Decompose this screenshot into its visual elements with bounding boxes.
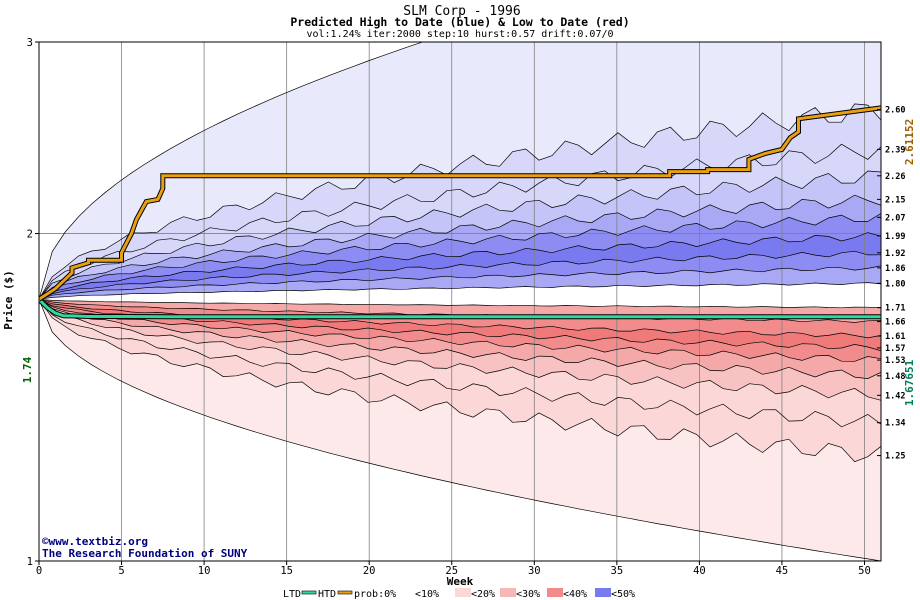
axes: 0 5 10 15 20 25 30 35 40 45 50 1 2 3: [27, 37, 882, 577]
legend-htd-label: HTD: [318, 589, 336, 600]
y-axis-label: Price ($): [2, 270, 15, 330]
quantile-label-0: 1.80: [885, 279, 905, 289]
legend-swatch-4: [595, 588, 611, 597]
legend-prob-prefix: prob:0%: [354, 589, 396, 600]
legend-item-2: <30%: [516, 589, 540, 600]
quantile-label-6: 2.26: [885, 172, 905, 182]
high-band-6: [39, 232, 881, 300]
plot-area: [39, 42, 881, 561]
bands-group: [39, 42, 881, 561]
high-contour-1: [39, 103, 881, 300]
x-tick-label-4: 20: [363, 565, 376, 577]
low-band-6: [39, 299, 881, 351]
ltd-final-label: 1.67651: [903, 359, 916, 406]
quantile-label-10: 1.66: [885, 318, 905, 328]
low-band-5: [39, 299, 881, 362]
low-band-1: [39, 299, 881, 462]
x-axis-label: Week: [447, 575, 474, 588]
low-contour-9: [39, 298, 881, 309]
chart-subtitle: Predicted High to Date (blue) & Low to D…: [290, 15, 629, 29]
chart-title: SLM Corp - 1996: [403, 4, 520, 19]
quantile-label-5: 2.15: [885, 195, 905, 205]
high-band-4: [39, 195, 881, 300]
x-tick-label-5: 25: [445, 565, 458, 577]
y-tick-label-2: 3: [27, 37, 33, 49]
low-band-0: [39, 299, 881, 561]
quantile-label-2: 1.92: [885, 249, 905, 259]
quantile-label-17: 1.25: [885, 452, 905, 462]
high-band-1: [39, 103, 881, 300]
x-tick-label-2: 10: [198, 565, 211, 577]
quantile-label-3: 1.99: [885, 232, 905, 242]
high-contour-7: [39, 250, 881, 300]
quantile-label-9: 1.71: [885, 304, 905, 314]
high-contour-5: [39, 213, 881, 300]
x-tick-label-7: 35: [611, 565, 624, 577]
high-contour-2: [39, 143, 881, 300]
high-contour-9: [39, 282, 881, 300]
low-band-3: [39, 299, 881, 401]
credit-org: The Research Foundation of SUNY: [42, 547, 248, 560]
x-tick-label-10: 50: [858, 565, 871, 577]
quantile-label-1: 1.86: [885, 264, 905, 274]
legend-htd-swatch: [337, 590, 353, 595]
low-contour-3: [39, 299, 881, 401]
quantile-label-14: 1.48: [885, 372, 905, 382]
quantile-label-4: 2.07: [885, 213, 905, 223]
low-contour-2: [39, 299, 881, 428]
high-contour-4: [39, 194, 881, 300]
legend-item-3: <40%: [563, 589, 587, 600]
quantile-label-15: 1.42: [885, 391, 905, 401]
y-tick-label-0: 1: [27, 556, 33, 568]
credit-site: ©www.textbiz.org: [42, 535, 148, 548]
quantile-label-11: 1.61: [885, 332, 905, 342]
legend-item-4: <50%: [611, 589, 635, 600]
legend-swatch-2: [500, 588, 516, 597]
legend-swatch-0: [396, 588, 404, 597]
htd-final-label: 2.61152: [903, 119, 916, 165]
x-tick-label-9: 45: [776, 565, 789, 577]
legend-swatch-3: [547, 588, 563, 597]
low-band-2: [39, 299, 881, 427]
y-tick-label-1: 2: [27, 229, 33, 241]
high-band-7: [39, 251, 881, 300]
high-band-8: [39, 265, 881, 300]
quantile-label-8: 2.60: [885, 106, 905, 116]
high-band-3: [39, 171, 881, 300]
quantile-label-13: 1.53: [885, 356, 905, 366]
high-contour-8: [39, 265, 881, 300]
quantile-label-12: 1.57: [885, 344, 905, 354]
high-contour-0: [39, 42, 424, 300]
quantile-labels: 1.80 1.86 1.92 1.99 2.07 2.15 2.26 2.39 2.60 1.71…: [877, 106, 905, 462]
legend-item-0: <10%: [415, 589, 439, 600]
htd-line: [39, 106, 881, 301]
legend: LTD HTD prob:0% <10% <20% <30% <40% <50%: [283, 588, 635, 600]
high-contour-6: [39, 232, 881, 300]
ltd-line: [39, 298, 881, 319]
legend-swatch-1: [455, 588, 471, 597]
x-tick-label-8: 40: [693, 565, 706, 577]
x-tick-label-0: 0: [36, 565, 42, 577]
start-price-label: 1.74: [21, 356, 34, 383]
quantile-label-16: 1.34: [885, 419, 905, 429]
x-tick-label-3: 15: [280, 565, 293, 577]
center-band: [39, 282, 881, 308]
high-band-0: [39, 42, 881, 300]
high-contour-3: [39, 170, 881, 300]
low-contour-1: [39, 299, 881, 463]
plot-frame: [38, 41, 882, 562]
x-tick-label-6: 30: [528, 565, 541, 577]
low-contour-0: [39, 299, 881, 561]
low-band-4: [39, 299, 881, 379]
chart-params: vol:1.24% iter:2000 step:10 hurst:0.57 d…: [306, 29, 613, 40]
low-contour-4: [39, 299, 881, 379]
low-contour-5: [39, 298, 881, 362]
quantile-label-7: 2.39: [885, 145, 905, 155]
high-band-2: [39, 144, 881, 300]
legend-ltd-label: LTD: [283, 589, 301, 600]
legend-ltd-swatch: [301, 590, 317, 595]
x-tick-label-1: 5: [118, 565, 124, 577]
legend-item-1: <20%: [471, 589, 495, 600]
